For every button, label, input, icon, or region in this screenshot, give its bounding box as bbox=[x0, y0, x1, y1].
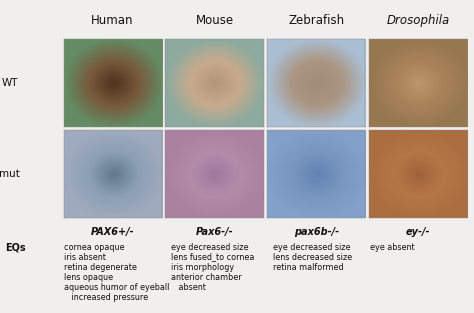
Text: Zebrafish: Zebrafish bbox=[288, 14, 345, 27]
Text: lens opaque: lens opaque bbox=[64, 273, 113, 282]
Text: anterior chamber: anterior chamber bbox=[171, 273, 241, 282]
Text: eye decreased size: eye decreased size bbox=[273, 243, 350, 252]
Text: mut: mut bbox=[0, 169, 20, 179]
Text: eye decreased size: eye decreased size bbox=[171, 243, 248, 252]
Text: PAX6+/-: PAX6+/- bbox=[91, 227, 135, 237]
Text: increased pressure: increased pressure bbox=[64, 293, 148, 302]
Text: iris absent: iris absent bbox=[64, 253, 106, 262]
Text: WT: WT bbox=[1, 78, 18, 88]
Text: aqueous humor of eyeball: aqueous humor of eyeball bbox=[64, 283, 169, 292]
Text: absent: absent bbox=[171, 283, 206, 292]
Text: retina malformed: retina malformed bbox=[273, 263, 343, 272]
Text: Human: Human bbox=[91, 14, 134, 27]
Text: iris morphology: iris morphology bbox=[171, 263, 234, 272]
Text: eye absent: eye absent bbox=[370, 243, 414, 252]
Text: retina degenerate: retina degenerate bbox=[64, 263, 137, 272]
Text: cornea opaque: cornea opaque bbox=[64, 243, 125, 252]
Text: Pax6-/-: Pax6-/- bbox=[196, 227, 233, 237]
Text: EQs: EQs bbox=[5, 243, 26, 253]
Text: Drosophila: Drosophila bbox=[387, 14, 450, 27]
Text: pax6b-/-: pax6b-/- bbox=[294, 227, 339, 237]
Text: ey-/-: ey-/- bbox=[406, 227, 430, 237]
Text: lens fused_to cornea: lens fused_to cornea bbox=[171, 253, 254, 262]
Text: lens decreased size: lens decreased size bbox=[273, 253, 352, 262]
Text: Mouse: Mouse bbox=[195, 14, 234, 27]
